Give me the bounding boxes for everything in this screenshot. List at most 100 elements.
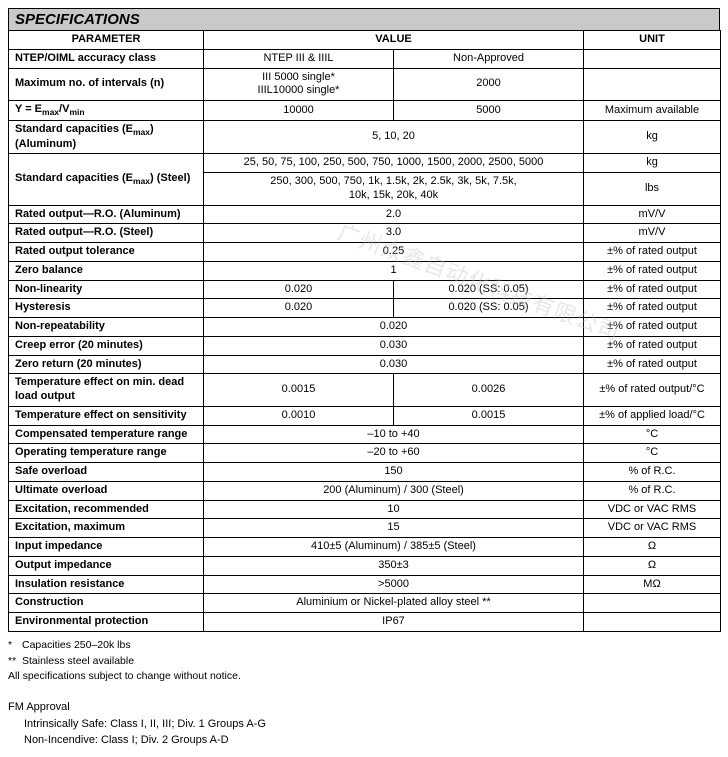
cell-unit: ±% of rated output/°C (584, 374, 721, 407)
cell-unit: mV/V (584, 205, 721, 224)
cell-unit: kg (584, 154, 721, 173)
sub: max (42, 107, 59, 117)
cell-param: Temperature effect on sensitivity (9, 406, 204, 425)
cell-unit: °C (584, 425, 721, 444)
cell-value: 0.0026 (394, 374, 584, 407)
cell-value: 200 (Aluminum) / 300 (Steel) (204, 481, 584, 500)
sub: min (69, 107, 84, 117)
cell-value: 2000 (394, 68, 584, 101)
row-comp-temp: Compensated temperature range –10 to +40… (9, 425, 721, 444)
cell-param: Ultimate overload (9, 481, 204, 500)
cell-param: Hysteresis (9, 299, 204, 318)
cell-unit: % of R.C. (584, 481, 721, 500)
row-constr: Construction Aluminium or Nickel-plated … (9, 594, 721, 613)
cell-unit: mV/V (584, 224, 721, 243)
text: ) (Steel) (150, 172, 190, 184)
cell-unit (584, 49, 721, 68)
cell-value: IP67 (204, 613, 584, 632)
footnote-text: Stainless steel available (22, 654, 134, 670)
row-y: Y = Emax/Vmin 10000 5000 Maximum availab… (9, 101, 721, 121)
cell-param: NTEP/OIML accuracy class (9, 49, 204, 68)
row-creep: Creep error (20 minutes) 0.030 ±% of rat… (9, 336, 721, 355)
footnote-1: * Capacities 250–20k lbs (8, 638, 720, 654)
cell-value: 1 (204, 261, 584, 280)
cell-value: 0.0010 (204, 406, 394, 425)
cell-value: III 5000 single* IIIL10000 single* (204, 68, 394, 101)
cell-unit: kg (584, 120, 721, 154)
cell-value: Non-Approved (394, 49, 584, 68)
cell-unit: Ω (584, 538, 721, 557)
cell-value: 0.030 (204, 336, 584, 355)
cell-param: Excitation, maximum (9, 519, 204, 538)
cell-value: 0.020 (SS: 0.05) (394, 299, 584, 318)
cell-value: 0.25 (204, 243, 584, 262)
cell-value: 5000 (394, 101, 584, 121)
header-parameter: PARAMETER (9, 31, 204, 50)
cell-param: Non-repeatability (9, 318, 204, 337)
row-zero-ret: Zero return (20 minutes) 0.030 ±% of rat… (9, 355, 721, 374)
cell-unit: % of R.C. (584, 463, 721, 482)
header-row: PARAMETER VALUE UNIT (9, 31, 721, 50)
cell-unit (584, 594, 721, 613)
cell-unit (584, 68, 721, 101)
row-zero-bal: Zero balance 1 ±% of rated output (9, 261, 721, 280)
cell-param: Construction (9, 594, 204, 613)
cell-value: Aluminium or Nickel-plated alloy steel *… (204, 594, 584, 613)
cell-unit: ±% of rated output (584, 318, 721, 337)
row-temp-sens: Temperature effect on sensitivity 0.0010… (9, 406, 721, 425)
cell-value: 0.020 (204, 299, 394, 318)
cell-value: 0.0015 (394, 406, 584, 425)
spec-title: SPECIFICATIONS (8, 8, 720, 30)
cell-unit: Maximum available (584, 101, 721, 121)
cell-value: 0.020 (204, 318, 584, 337)
sub: max (133, 176, 150, 186)
row-op-temp: Operating temperature range –20 to +60 °… (9, 444, 721, 463)
cell-value: 2.0 (204, 205, 584, 224)
cell-value: 10000 (204, 101, 394, 121)
text: /V (59, 103, 69, 115)
row-ro-st: Rated output—R.O. (Steel) 3.0 mV/V (9, 224, 721, 243)
cell-value: NTEP III & IIIL (204, 49, 394, 68)
cell-param: Y = Emax/Vmin (9, 101, 204, 121)
cell-unit: ±% of rated output (584, 336, 721, 355)
cell-unit: lbs (584, 173, 721, 206)
cell-param: Standard capacities (Emax) (Steel) (9, 154, 204, 205)
row-exc-rec: Excitation, recommended 10 VDC or VAC RM… (9, 500, 721, 519)
cell-value: 250, 300, 500, 750, 1k, 1.5k, 2k, 2.5k, … (204, 173, 584, 206)
footnote-mark: ** (8, 654, 18, 670)
row-nonrep: Non-repeatability 0.020 ±% of rated outp… (9, 318, 721, 337)
cell-unit: Ω (584, 556, 721, 575)
cell-value: 5, 10, 20 (204, 120, 584, 154)
cell-param: Creep error (20 minutes) (9, 336, 204, 355)
cell-param: Rated output tolerance (9, 243, 204, 262)
cell-unit: VDC or VAC RMS (584, 519, 721, 538)
cell-unit: ±% of rated output (584, 243, 721, 262)
cell-param: Compensated temperature range (9, 425, 204, 444)
text: Standard capacities (E (15, 172, 133, 184)
cell-param: Temperature effect on min. dead load out… (9, 374, 204, 407)
row-ro-tol: Rated output tolerance 0.25 ±% of rated … (9, 243, 721, 262)
fm-approval: FM Approval Intrinsically Safe: Class I,… (8, 699, 720, 749)
row-hyst: Hysteresis 0.020 0.020 (SS: 0.05) ±% of … (9, 299, 721, 318)
text: Standard capacities (E (15, 123, 133, 135)
cell-unit: °C (584, 444, 721, 463)
cell-value: 0.020 (SS: 0.05) (394, 280, 584, 299)
cell-param: Maximum no. of intervals (n) (9, 68, 204, 101)
cell-unit: ±% of rated output (584, 280, 721, 299)
cell-value: >5000 (204, 575, 584, 594)
header-value: VALUE (204, 31, 584, 50)
cell-unit: ±% of rated output (584, 261, 721, 280)
cell-value: 15 (204, 519, 584, 538)
cell-unit: ±% of rated output (584, 299, 721, 318)
footnote-mark: * (8, 638, 18, 654)
cell-param: Operating temperature range (9, 444, 204, 463)
cell-value: –10 to +40 (204, 425, 584, 444)
cell-param: Output impedance (9, 556, 204, 575)
header-unit: UNIT (584, 31, 721, 50)
row-ult-ol: Ultimate overload 200 (Aluminum) / 300 (… (9, 481, 721, 500)
cell-value: 410±5 (Aluminum) / 385±5 (Steel) (204, 538, 584, 557)
cell-param: Standard capacities (Emax) (Aluminum) (9, 120, 204, 154)
sub: max (133, 127, 150, 137)
row-nonlin: Non-linearity 0.020 0.020 (SS: 0.05) ±% … (9, 280, 721, 299)
row-safe-ol: Safe overload 150 % of R.C. (9, 463, 721, 482)
